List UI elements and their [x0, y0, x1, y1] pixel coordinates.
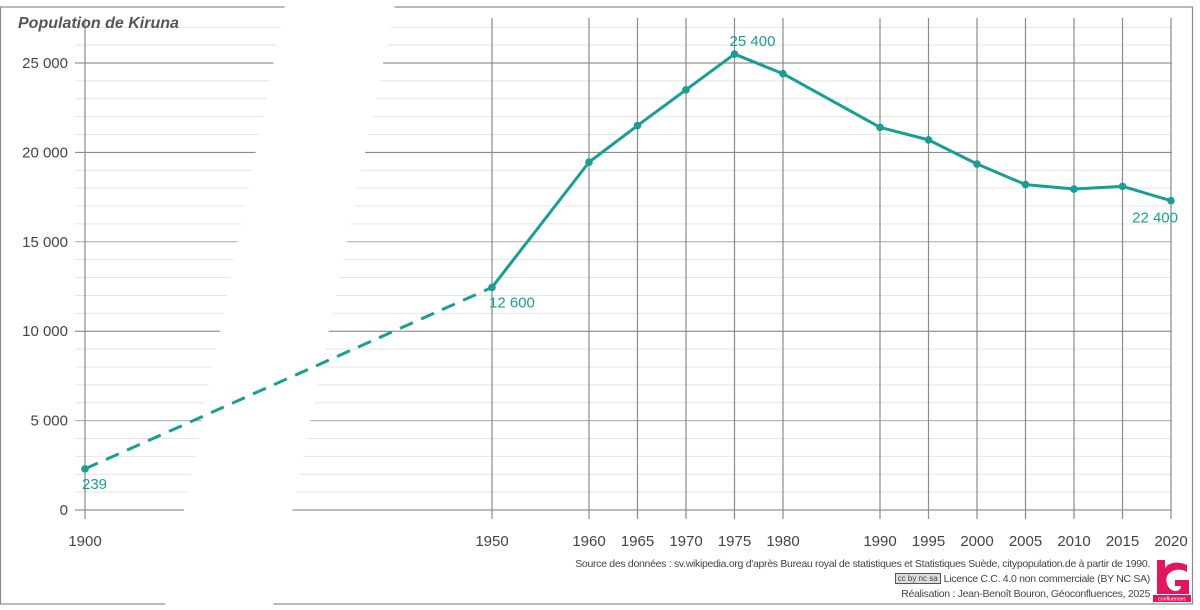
dashed-line [84, 286, 493, 471]
population-series-over-break [81, 50, 1175, 473]
data-point [876, 123, 884, 132]
source-text: Source des données : sv.wikipedia.org d'… [575, 558, 1150, 570]
data-point [730, 50, 739, 58]
license-line: cc by nc sa Licence C.C. 4.0 non commerci… [575, 572, 1150, 587]
logo-subtitle: confluences [1158, 597, 1186, 603]
chart-frame [0, 6, 1194, 605]
data-label: 12 600 [489, 294, 535, 311]
x-tick-label: 1980 [766, 533, 799, 550]
x-tick-label: 2015 [1106, 533, 1139, 550]
frame-border [0, 6, 1194, 605]
geoconfluences-logo: confluences [1153, 560, 1191, 603]
x-tick-label: 1900 [68, 533, 101, 550]
x-axis-labels: 1900 1950 1960 1965 1970 1975 1980 1990 1995 2000… [68, 533, 1187, 550]
y-tick-label: 10 000 [22, 323, 68, 340]
vertical-gridlines [84, 18, 1172, 519]
data-point [1070, 185, 1078, 193]
y-tick-label: 0 [60, 502, 68, 519]
data-point [633, 121, 642, 130]
data-point [1021, 180, 1030, 189]
data-point [779, 69, 787, 78]
data-label: 22 400 [1132, 210, 1178, 227]
credits-block: Source des données : sv.wikipedia.org d'… [575, 557, 1150, 602]
logo-shape [1157, 560, 1189, 594]
data-point [488, 283, 496, 292]
x-tick-label: 2020 [1154, 533, 1187, 550]
cc-license-icon: cc by nc sa [894, 573, 941, 584]
data-label: 239 [82, 476, 107, 493]
x-tick-label: 1990 [863, 533, 896, 550]
y-tick-label: 5 000 [30, 413, 68, 430]
x-tick-label: 1950 [475, 533, 508, 550]
x-tick-label: 1965 [621, 533, 654, 550]
data-point [973, 160, 981, 168]
y-tick-label: 20 000 [22, 144, 68, 161]
data-point [1118, 182, 1127, 191]
license-text: Licence C.C. 4.0 non commerciale (BY NC … [943, 573, 1151, 585]
x-tick-label: 1975 [718, 533, 751, 550]
data-label: 25 400 [730, 33, 776, 50]
data-point [1167, 196, 1175, 205]
x-tick-label: 2000 [960, 533, 993, 550]
y-tick-label: 25 000 [22, 55, 68, 72]
data-point [585, 158, 593, 167]
x-tick-label: 2010 [1057, 533, 1090, 550]
x-tick-label: 2005 [1009, 533, 1042, 550]
data-point [924, 136, 933, 144]
chart-title: Population de Kiruna [18, 15, 179, 32]
axis-break-band [164, 0, 396, 610]
y-axis-labels: 0 5 000 10 000 15 000 20 000 25 000 [22, 55, 68, 519]
y-tick-label: 15 000 [22, 234, 68, 251]
author-text: Réalisation : Jean-Benoît Bouron, Géocon… [901, 588, 1150, 600]
x-tick-label: 1960 [572, 533, 605, 550]
data-point [682, 86, 690, 94]
x-tick-label: 1970 [669, 533, 702, 550]
data-annotations: 239 12 600 25 400 22 400 [82, 33, 1178, 493]
data-point [81, 465, 89, 473]
x-tick-label: 1995 [912, 533, 945, 550]
